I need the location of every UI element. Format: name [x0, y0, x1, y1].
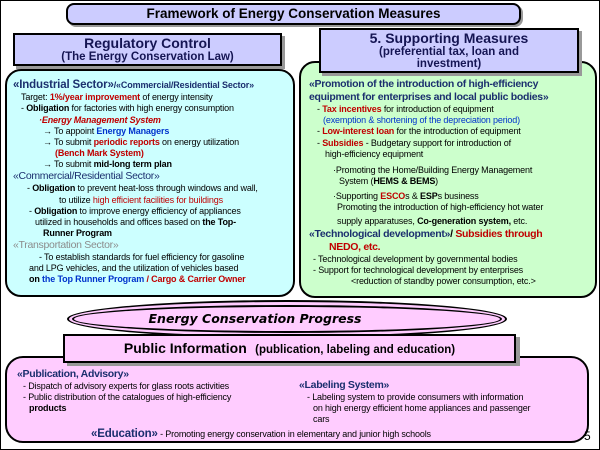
supporting-measures-header: 5. Supporting Measures (preferential tax… [319, 28, 579, 73]
text-line: «Publication, Advisory» [17, 368, 129, 380]
regulatory-header-title: Regulatory Control [84, 35, 211, 51]
education-line: «Education» - Promoting energy conservat… [91, 427, 431, 441]
slide-title: Framework of Energy Conservation Measure… [66, 3, 521, 25]
regulatory-header-subtitle: (The Energy Conservation Law) [61, 51, 234, 63]
text-line: «Promotion of the introduction of high-e… [309, 78, 539, 90]
text-line: - Dispatch of advisory experts for glass… [23, 381, 230, 392]
regulatory-control-panel: «Industrial Sector»/«Commercial/Resident… [5, 69, 295, 297]
text-line: «Transportation Sector» [13, 239, 119, 252]
text-line: - Obligation to improve energy efficienc… [29, 205, 241, 216]
progress-label: Energy Conservation Progress [148, 311, 362, 327]
text-line: NEDO, etc. [329, 240, 381, 253]
text-line: ·Promoting the Home/Building Energy Mana… [333, 164, 533, 175]
public-information-header: Public Information (publication, labelin… [63, 334, 516, 363]
text-line: «Commercial/Residential Sector» [13, 170, 160, 183]
text-line: → To submit periodic reports on energy u… [43, 136, 239, 147]
text-line: ·Supporting ESCOs & ESPs business [333, 191, 479, 202]
text-line: Target: 1%/year improvement of energy in… [21, 92, 213, 103]
supporting-measures-panel: «Promotion of the introduction of high-e… [299, 61, 597, 298]
text-line: «Education» - Promoting energy conservat… [91, 428, 431, 440]
text-line: - Labeling system to provide consumers w… [307, 392, 524, 403]
text-line: Promoting the introduction of high-effic… [337, 202, 544, 213]
text-line: - To establish standards for fuel effici… [39, 252, 245, 263]
regulatory-control-header: Regulatory Control (The Energy Conservat… [13, 33, 282, 66]
text-line: utilized in households and offices based… [35, 216, 236, 227]
text-line: equipment for enterprises and local publ… [309, 91, 549, 104]
text-line: Runner Program [43, 227, 112, 238]
text-line: (Bench Mark System) [55, 148, 144, 159]
text-line: - Technological development by governmen… [313, 253, 518, 264]
public-header-subtitle: (publication, labeling and education) [255, 344, 456, 356]
text-line: cars [313, 414, 330, 425]
text-line: - Public distribution of the catalogues … [23, 392, 232, 403]
text-line: high-efficiency equipment [325, 148, 424, 159]
public-information-panel: «Publication, Advisory» - Dispatch of adv… [5, 356, 589, 443]
text-line: «Industrial Sector»/«Commercial/Resident… [13, 79, 254, 91]
text-line: products [29, 403, 67, 414]
text-line: System (HEMS & BEMS) [339, 175, 439, 186]
text-line: «Labeling System» [299, 379, 390, 391]
text-line: on the Top Runner Program / Cargo & Carr… [29, 274, 246, 285]
supporting-header-title: 5. Supporting Measures [369, 30, 529, 46]
text-line: - Support for technological development … [313, 264, 524, 275]
text-line: supply apparatuses, Co-generation system… [337, 216, 528, 227]
text-line: - Tax incentives for introduction of equ… [317, 104, 494, 115]
energy-conservation-progress-ellipse: Energy Conservation Progress [67, 300, 507, 338]
publication-advisory-column: «Publication, Advisory» - Dispatch of adv… [17, 368, 231, 414]
text-line: and LPG vehicles, and the utilization of… [29, 263, 239, 274]
text-line: to utilize high efficient facilities for… [59, 194, 223, 205]
text-line: <reduction of standby power consumption,… [351, 275, 536, 286]
public-header-title: Public Information [123, 340, 247, 356]
text-line: - Obligation for factories with high ene… [21, 103, 234, 114]
text-line: - Subsidies - Budgetary support for intr… [317, 137, 511, 148]
text-line: → To submit mid-long term plan [43, 159, 172, 170]
page-number: 5 [584, 429, 591, 443]
text-line: - Obligation to prevent heat-loss throug… [27, 183, 258, 194]
text-line: «Technological development»/ Subsidies t… [309, 227, 543, 240]
text-line: on high energy efficient home appliances… [313, 403, 531, 414]
text-line: ·Energy Management System [39, 114, 161, 125]
supporting-header-subtitle-1: (preferential tax, loan and [379, 46, 519, 58]
text-line: → To appoint Energy Managers [43, 125, 170, 136]
ellipse-inner-ring [72, 305, 502, 333]
text-line: - Low-interest loan for the introduction… [317, 126, 521, 137]
text-line: (exemption & shortening of the depreciat… [323, 115, 520, 126]
labeling-system-column: «Labeling System» - Labeling system to pr… [299, 379, 531, 425]
supporting-header-subtitle-2: investment) [416, 58, 482, 70]
